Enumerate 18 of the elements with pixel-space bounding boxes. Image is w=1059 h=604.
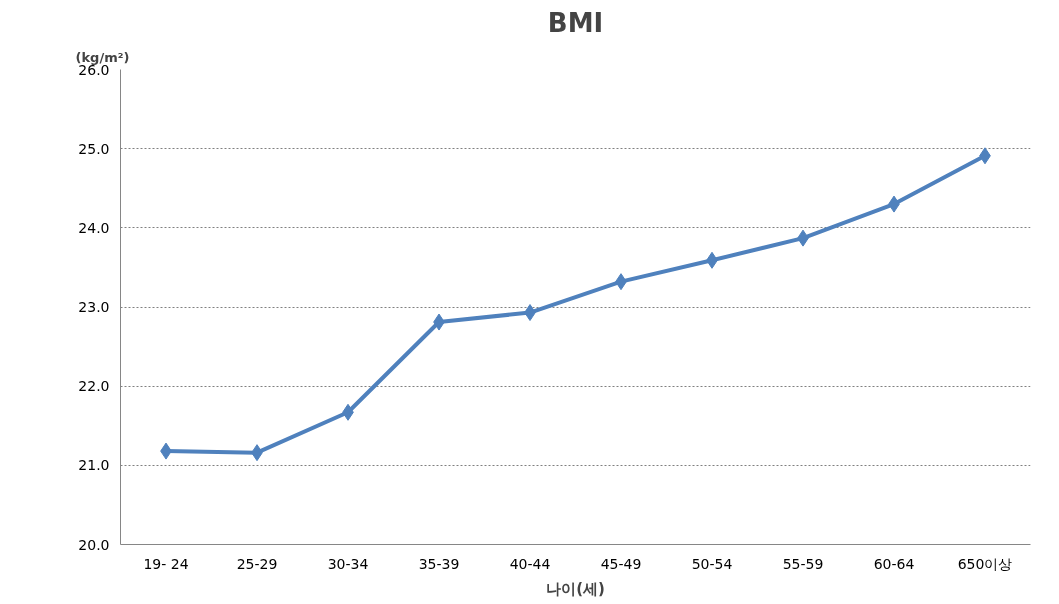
y-tick-label: 23.0 <box>78 299 110 315</box>
y-tick-label: 20.0 <box>78 536 110 553</box>
y-tick-label: 24.0 <box>78 219 110 236</box>
x-tick-label: 35-39 <box>418 555 460 572</box>
x-axis-title: 나이(세) <box>546 579 605 598</box>
x-tick-label: 55-59 <box>782 555 824 572</box>
x-tick-label: 19- 24 <box>143 555 189 572</box>
x-tick-label: 50-54 <box>691 555 733 572</box>
y-tick-label: 22.0 <box>78 378 110 395</box>
x-tick-label: 30-34 <box>327 555 369 572</box>
y-tick-label: 21.0 <box>78 457 110 474</box>
x-tick-label: 40-44 <box>509 555 551 572</box>
y-tick-label: 25.0 <box>78 140 110 157</box>
chart-title: BMI <box>547 7 604 38</box>
x-tick-label: 60-64 <box>873 555 915 572</box>
x-tick-label: 650이상 <box>957 555 1013 572</box>
x-tick-label: 25-29 <box>236 555 278 572</box>
x-tick-label: 45-49 <box>600 555 642 572</box>
